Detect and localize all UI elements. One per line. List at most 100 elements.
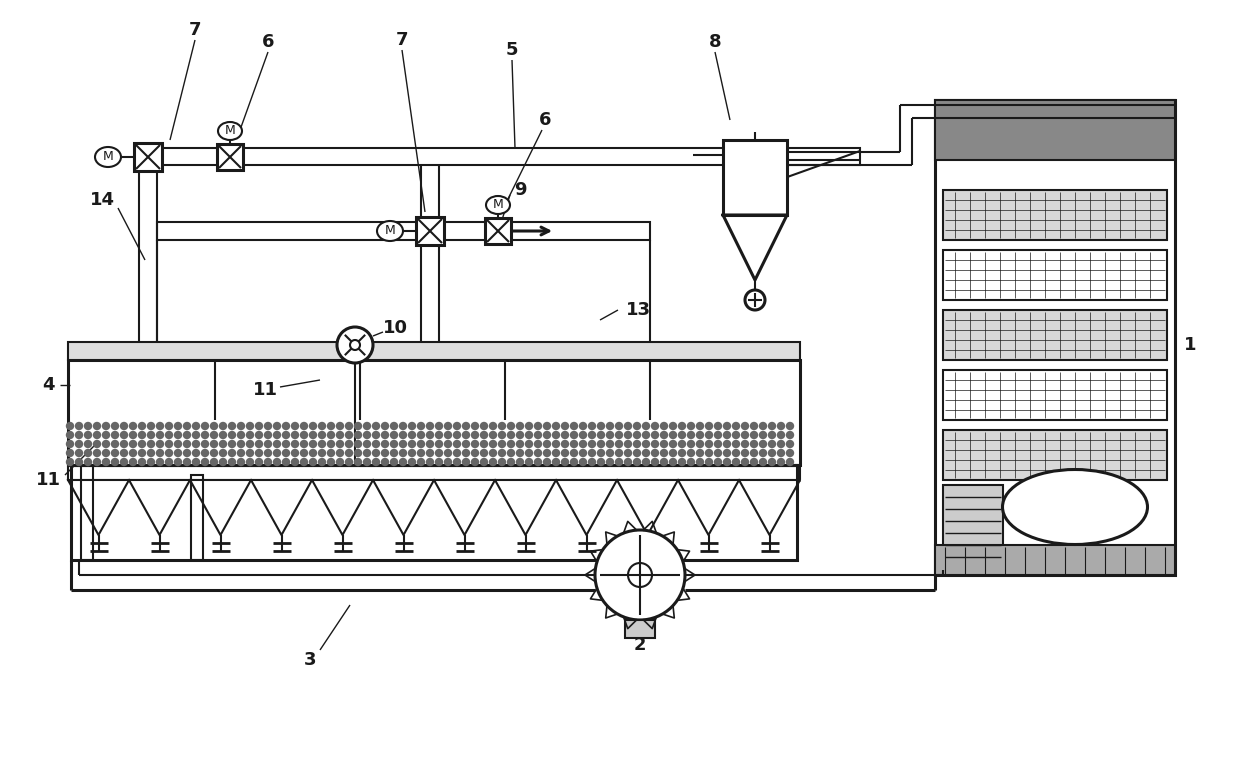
Circle shape bbox=[687, 423, 694, 429]
Circle shape bbox=[184, 449, 191, 457]
Circle shape bbox=[238, 458, 244, 465]
Circle shape bbox=[670, 449, 677, 457]
Circle shape bbox=[435, 458, 443, 465]
Circle shape bbox=[651, 449, 658, 457]
Circle shape bbox=[408, 423, 415, 429]
Bar bbox=[942, 250, 1167, 300]
Circle shape bbox=[786, 458, 794, 465]
Circle shape bbox=[534, 423, 542, 429]
Circle shape bbox=[336, 458, 343, 465]
Circle shape bbox=[454, 423, 460, 429]
Circle shape bbox=[139, 449, 145, 457]
Circle shape bbox=[471, 441, 479, 448]
Circle shape bbox=[76, 441, 83, 448]
Circle shape bbox=[274, 423, 280, 429]
Circle shape bbox=[399, 449, 407, 457]
Circle shape bbox=[427, 449, 434, 457]
Circle shape bbox=[255, 423, 263, 429]
Circle shape bbox=[777, 441, 785, 448]
Circle shape bbox=[192, 432, 200, 439]
Circle shape bbox=[372, 423, 379, 429]
Circle shape bbox=[264, 423, 272, 429]
Circle shape bbox=[120, 449, 128, 457]
Circle shape bbox=[129, 441, 136, 448]
Circle shape bbox=[769, 423, 775, 429]
Circle shape bbox=[507, 432, 515, 439]
Polygon shape bbox=[190, 480, 250, 535]
Circle shape bbox=[750, 449, 758, 457]
Circle shape bbox=[156, 432, 164, 439]
Circle shape bbox=[283, 441, 289, 448]
Circle shape bbox=[507, 441, 515, 448]
Circle shape bbox=[759, 432, 766, 439]
Circle shape bbox=[517, 441, 523, 448]
Bar bbox=[68, 342, 800, 360]
Circle shape bbox=[562, 458, 568, 465]
Circle shape bbox=[435, 441, 443, 448]
Ellipse shape bbox=[377, 221, 403, 241]
Circle shape bbox=[517, 432, 523, 439]
Text: 5: 5 bbox=[506, 41, 518, 59]
Bar bbox=[942, 430, 1167, 480]
Circle shape bbox=[517, 423, 523, 429]
Circle shape bbox=[201, 432, 208, 439]
Circle shape bbox=[391, 441, 398, 448]
Circle shape bbox=[112, 441, 119, 448]
Circle shape bbox=[310, 423, 316, 429]
Circle shape bbox=[192, 441, 200, 448]
Circle shape bbox=[625, 449, 631, 457]
Circle shape bbox=[589, 458, 595, 465]
Circle shape bbox=[589, 449, 595, 457]
Circle shape bbox=[490, 423, 496, 429]
Text: M: M bbox=[224, 125, 236, 138]
Bar bbox=[942, 310, 1167, 360]
Circle shape bbox=[678, 458, 686, 465]
Circle shape bbox=[67, 423, 73, 429]
Circle shape bbox=[346, 423, 352, 429]
Circle shape bbox=[346, 458, 352, 465]
Polygon shape bbox=[556, 480, 618, 535]
Circle shape bbox=[471, 458, 479, 465]
Circle shape bbox=[247, 432, 253, 439]
Circle shape bbox=[471, 449, 479, 457]
Circle shape bbox=[291, 423, 299, 429]
Circle shape bbox=[228, 449, 236, 457]
Circle shape bbox=[463, 423, 470, 429]
Text: 3: 3 bbox=[304, 651, 316, 669]
Circle shape bbox=[76, 432, 83, 439]
Circle shape bbox=[184, 458, 191, 465]
Circle shape bbox=[769, 449, 775, 457]
Circle shape bbox=[706, 441, 713, 448]
Circle shape bbox=[336, 441, 343, 448]
Circle shape bbox=[697, 441, 703, 448]
Circle shape bbox=[355, 432, 362, 439]
Circle shape bbox=[463, 458, 470, 465]
Circle shape bbox=[84, 458, 92, 465]
Circle shape bbox=[120, 423, 128, 429]
Circle shape bbox=[255, 441, 263, 448]
Text: 6: 6 bbox=[262, 33, 274, 51]
Circle shape bbox=[661, 458, 667, 465]
Circle shape bbox=[526, 423, 532, 429]
Circle shape bbox=[346, 449, 352, 457]
Circle shape bbox=[579, 441, 587, 448]
Text: 2: 2 bbox=[634, 636, 646, 654]
Circle shape bbox=[274, 432, 280, 439]
Circle shape bbox=[228, 441, 236, 448]
Circle shape bbox=[112, 458, 119, 465]
Bar bbox=[217, 144, 243, 170]
Bar bbox=[157, 222, 650, 240]
Circle shape bbox=[274, 458, 280, 465]
Circle shape bbox=[750, 441, 758, 448]
Circle shape bbox=[76, 423, 83, 429]
Circle shape bbox=[687, 432, 694, 439]
Circle shape bbox=[156, 449, 164, 457]
Circle shape bbox=[283, 423, 289, 429]
Circle shape bbox=[201, 441, 208, 448]
Circle shape bbox=[498, 441, 506, 448]
Circle shape bbox=[112, 423, 119, 429]
Circle shape bbox=[355, 441, 362, 448]
Circle shape bbox=[498, 432, 506, 439]
Circle shape bbox=[706, 423, 713, 429]
Circle shape bbox=[310, 449, 316, 457]
